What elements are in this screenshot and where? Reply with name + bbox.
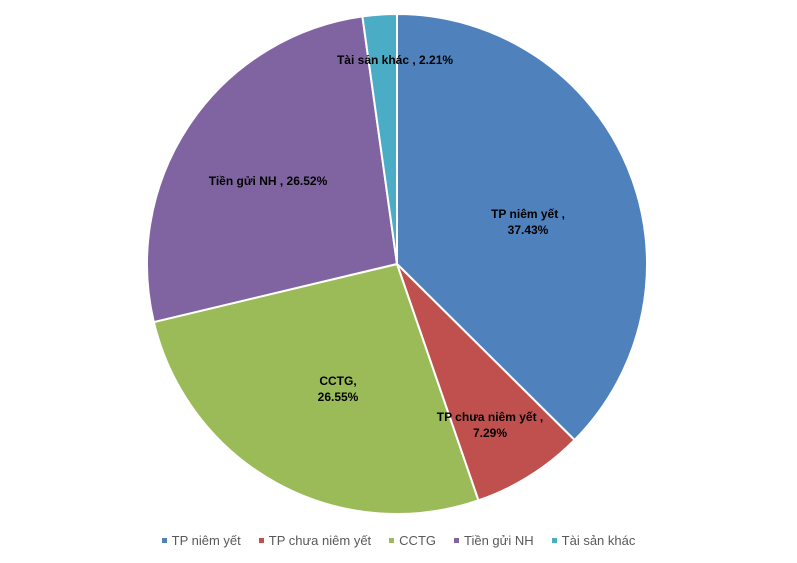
data-label: CCTG, 26.55% [318, 374, 359, 404]
data-label: TP chưa niêm yết , 7.29% [437, 410, 544, 440]
data-label: Tiền gửi NH , 26.52% [209, 174, 328, 188]
data-label-line: Tài sản khác , 2.21% [337, 53, 453, 67]
legend-label: CCTG [399, 533, 437, 548]
pie-slice [361, 12, 398, 265]
pie-slice [396, 263, 576, 502]
pie-slice [396, 12, 648, 442]
legend-item: Tiền gửi NH [454, 533, 534, 548]
legend-swatch [389, 538, 395, 543]
data-label-line: CCTG, [319, 374, 356, 388]
data-label: TP niêm yết , 37.43% [491, 207, 565, 237]
data-label-line: 26.55% [318, 390, 359, 404]
legend-item: CCTG [389, 533, 436, 548]
data-label-line: 7.29% [473, 426, 507, 440]
data-label-line: TP niêm yết , [491, 207, 565, 221]
legend-item: TP niêm yết [161, 533, 241, 548]
legend-item: TP chưa niêm yết [258, 533, 372, 548]
legend: TP niêm yết TP chưa niêm yết CCTG Tiền g… [0, 533, 797, 548]
data-label: Tài sản khác , 2.21% [337, 53, 453, 67]
legend-swatch [161, 538, 167, 543]
legend-label: TP chưa niêm yết [268, 533, 372, 548]
data-label-line: TP chưa niêm yết , [437, 410, 544, 424]
data-label-line: 37.43% [508, 223, 549, 237]
legend-item: Tài sản khác [551, 533, 636, 548]
legend-label: Tài sản khác [561, 533, 636, 548]
legend-label: TP niêm yết [171, 533, 241, 548]
legend-swatch [551, 538, 557, 543]
legend-swatch [258, 538, 264, 543]
pie-slice [152, 262, 480, 515]
legend-label: Tiền gửi NH [464, 533, 534, 548]
legend-swatch [454, 538, 460, 543]
data-label-line: Tiền gửi NH , 26.52% [209, 174, 328, 188]
pie-slice [146, 15, 399, 324]
